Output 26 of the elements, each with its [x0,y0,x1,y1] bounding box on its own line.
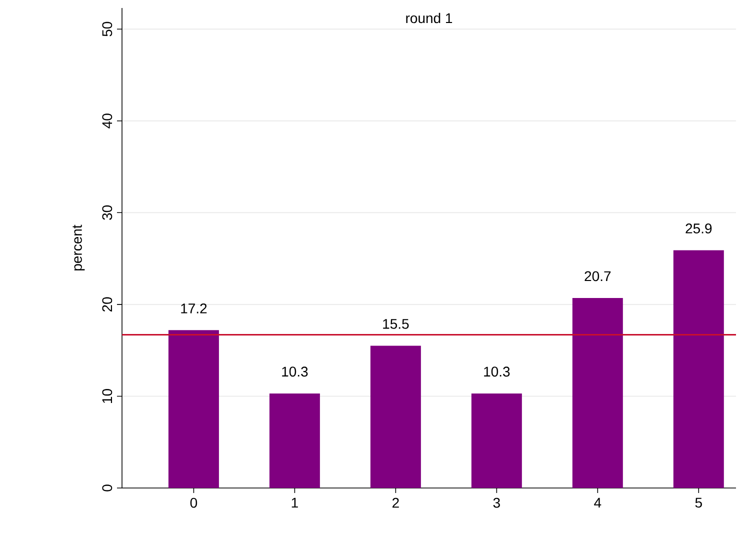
bar [673,250,724,488]
data-label: 17.2 [181,303,207,314]
bar [572,298,623,488]
bar [168,330,219,488]
chart-title: round 1 [406,12,452,24]
x-tick-label: 1 [292,498,298,508]
y-axis-title: percent [72,224,85,270]
y-tick-label: 30 [102,205,112,220]
data-label: 20.7 [584,271,611,282]
data-label: 15.5 [383,319,409,329]
data-label: 25.9 [686,224,712,234]
data-label: 10.3 [282,366,308,377]
y-tick-label: 20 [102,297,112,312]
data-label: 10.3 [484,366,510,377]
y-tick-label: 50 [102,22,112,36]
x-tick-label: 5 [695,498,702,508]
bar [471,393,522,488]
bar [370,346,421,488]
x-tick-label: 2 [392,498,399,508]
y-tick-label: 10 [102,388,112,403]
x-tick-label: 0 [190,498,198,508]
x-tick-label: 3 [493,498,500,508]
y-tick-label: 0 [102,484,112,492]
y-tick-label: 40 [102,114,112,128]
x-tick-label: 4 [594,498,602,508]
bar [269,393,320,488]
